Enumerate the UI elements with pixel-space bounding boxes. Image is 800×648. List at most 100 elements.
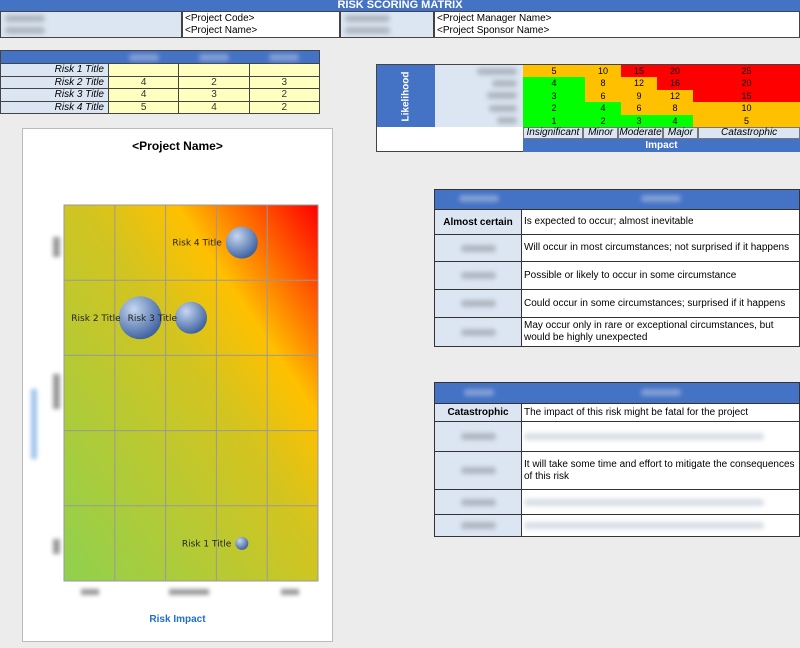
level-name: [435, 290, 522, 317]
matrix-cell: 16: [657, 77, 693, 90]
impact-definitions: Catastrophic The impact of this risk migh…: [434, 382, 800, 537]
risk-likelihood[interactable]: [109, 64, 180, 76]
risk-score[interactable]: 2: [249, 89, 319, 101]
matrix-cell: 9: [621, 89, 657, 103]
risk-likelihood[interactable]: 5: [109, 101, 180, 113]
risk-bubble[interactable]: [235, 536, 249, 550]
matrix-cell: 12: [657, 89, 693, 103]
level-name: Catastrophic: [435, 404, 522, 421]
bubble-label: Risk 2 Title: [71, 314, 121, 324]
matrix-cell: 2: [585, 114, 621, 127]
sponsor-name-value: <Project Sponsor Name>: [437, 25, 550, 37]
matrix-cell: 3: [523, 89, 585, 103]
project-code-value: <Project Code>: [185, 12, 255, 24]
risk-score[interactable]: 3: [249, 76, 319, 88]
risk-row: Risk 1 Title: [0, 64, 320, 77]
definition-row: Possible or likely to occur in some circ…: [435, 261, 799, 289]
definition-row: Almost certain Is expected to occur; almo…: [435, 209, 799, 234]
matrix-cell: 20: [693, 77, 800, 90]
plot-background: [63, 204, 319, 582]
level-definition: Is expected to occur; almost inevitable: [524, 216, 694, 227]
definition-row: It will take some time and effort to mit…: [435, 451, 799, 489]
definition-row: Catastrophic The impact of this risk migh…: [435, 403, 799, 421]
level-definition: [522, 490, 799, 514]
level-name: [435, 262, 522, 289]
impact-level: Catastrophic: [698, 127, 800, 139]
definition-row: Could occur in some circumstances; surpr…: [435, 289, 799, 317]
risk-score[interactable]: [249, 64, 319, 76]
matrix-cell: 20: [657, 65, 693, 78]
risk-impact[interactable]: 2: [179, 76, 250, 88]
impact-level: Minor: [582, 127, 619, 139]
definition-row: May occur only in rare or exceptional ci…: [435, 317, 799, 346]
risk-row: Risk 4 Title 5 4 2: [0, 101, 320, 114]
matrix-cell: 6: [585, 89, 621, 103]
risk-impact[interactable]: [179, 64, 250, 76]
matrix-cell: 8: [585, 77, 621, 90]
plot-area: Risk 1 Title Risk 2 Title Risk 3 Title Risk…: [63, 204, 319, 582]
level-definition: It will take some time and effort to mit…: [524, 458, 795, 482]
definition-row: [435, 514, 799, 536]
risk-bubble-chart: <Project Name> Risk 1 Title Risk 2 Title R…: [22, 128, 333, 642]
level-name: [435, 235, 522, 261]
matrix-cell: 10: [585, 65, 621, 78]
risk-bubble[interactable]: [175, 301, 207, 334]
matrix-cell: 5: [693, 114, 800, 127]
level-definition: Will occur in most circumstances; not su…: [524, 242, 790, 253]
level-definition: [522, 422, 799, 451]
bubble-label: Risk 3 Title: [128, 314, 178, 324]
matrix-cell: 10: [693, 102, 800, 115]
matrix-cell: 2: [523, 102, 585, 115]
risk-likelihood[interactable]: 4: [109, 76, 180, 88]
manager-name-value: <Project Manager Name>: [437, 12, 552, 24]
risk-impact[interactable]: 4: [179, 101, 250, 113]
matrix-cell: 4: [523, 77, 585, 90]
risk-name: Risk 1 Title: [1, 64, 109, 76]
matrix-cell: 3: [621, 114, 657, 127]
level-definition: May occur only in rare or exceptional ci…: [524, 320, 774, 343]
level-name: [435, 515, 522, 536]
bubble-label: Risk 4 Title: [172, 239, 222, 249]
level-name: [435, 422, 522, 451]
definition-row: Will occur in most circumstances; not su…: [435, 234, 799, 261]
page-title: RISK SCORING MATRIX: [0, 0, 800, 11]
risk-matrix: Likelihood 5 10 15 20 25 4 8 12 16 20 3 6 9 12 15 2 4 6 8 1…: [376, 64, 800, 152]
impact-axis-label: Impact: [523, 139, 800, 152]
risk-name: Risk 3 Title: [1, 89, 109, 101]
impact-level: Insignificant: [523, 127, 583, 139]
risk-bubble[interactable]: [225, 226, 258, 259]
likelihood-axis-label: Likelihood: [400, 71, 412, 121]
impact-level: Major: [662, 127, 699, 139]
level-name: [435, 318, 522, 346]
matrix-cell: 5: [523, 65, 585, 78]
project-name-value: <Project Name>: [185, 25, 258, 37]
level-definition: [522, 515, 799, 536]
risk-impact[interactable]: 3: [179, 89, 250, 101]
matrix-cell: 4: [585, 102, 621, 115]
definition-row: [435, 489, 799, 514]
matrix-cell: 8: [657, 102, 693, 115]
level-definition: Possible or likely to occur in some circ…: [524, 269, 737, 281]
matrix-cell: 15: [621, 65, 657, 78]
matrix-cell: 15: [693, 89, 800, 103]
risk-row: Risk 3 Title 4 3 2: [0, 89, 320, 102]
risk-likelihood[interactable]: 4: [109, 89, 180, 101]
level-definition: Could occur in some circumstances; surpr…: [524, 297, 786, 309]
level-definition: The impact of this risk might be fatal f…: [524, 406, 748, 418]
risk-score[interactable]: 2: [249, 101, 319, 113]
level-name: [435, 452, 522, 489]
risk-table: Risk 1 Title Risk 2 Title 4 2 3 Risk 3 Title 4…: [0, 50, 320, 114]
matrix-cell: 6: [621, 102, 657, 115]
risk-name: Risk 4 Title: [1, 101, 109, 113]
matrix-cell: 1: [523, 114, 585, 127]
risk-name: Risk 2 Title: [1, 76, 109, 88]
matrix-cell: 4: [657, 114, 693, 127]
risk-row: Risk 2 Title 4 2 3: [0, 76, 320, 89]
matrix-cell: 12: [621, 77, 657, 90]
matrix-cell: 25: [693, 65, 800, 78]
level-name: [435, 490, 522, 514]
definition-row: [435, 421, 799, 451]
bubble-label: Risk 1 Title: [182, 539, 232, 549]
level-name: Almost certain: [435, 210, 522, 234]
risk-bubble[interactable]: [118, 296, 162, 340]
